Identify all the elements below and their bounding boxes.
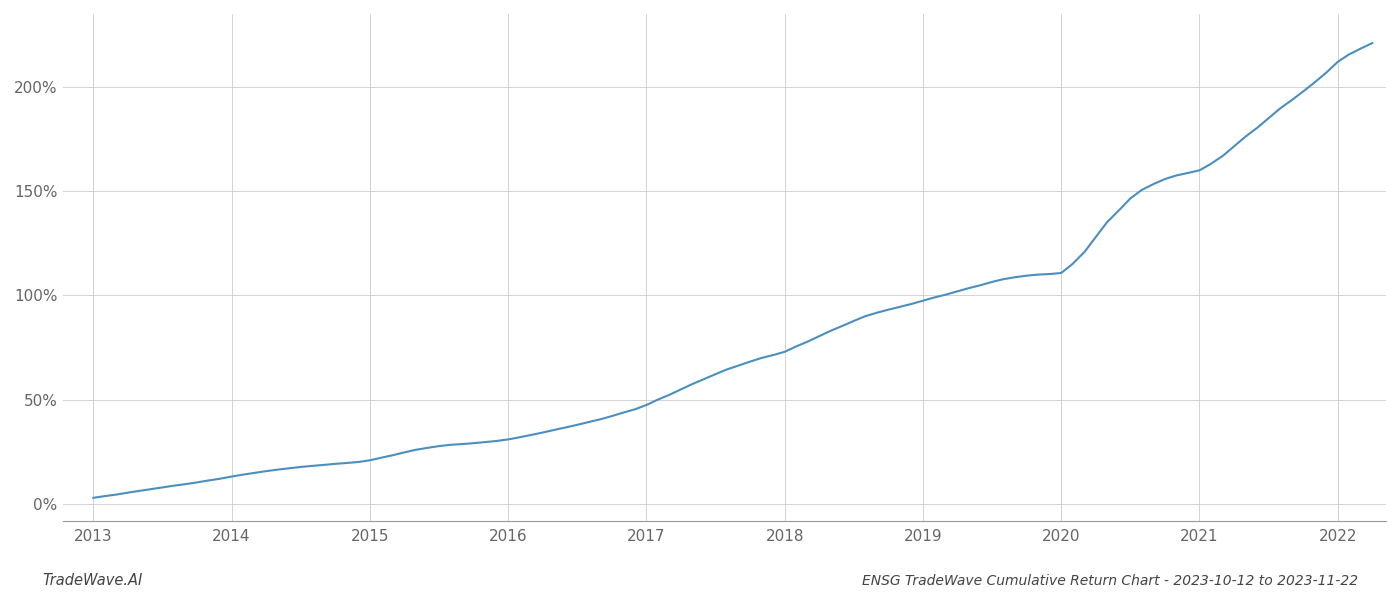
Text: ENSG TradeWave Cumulative Return Chart - 2023-10-12 to 2023-11-22: ENSG TradeWave Cumulative Return Chart -… — [862, 574, 1358, 588]
Text: TradeWave.AI: TradeWave.AI — [42, 573, 143, 588]
